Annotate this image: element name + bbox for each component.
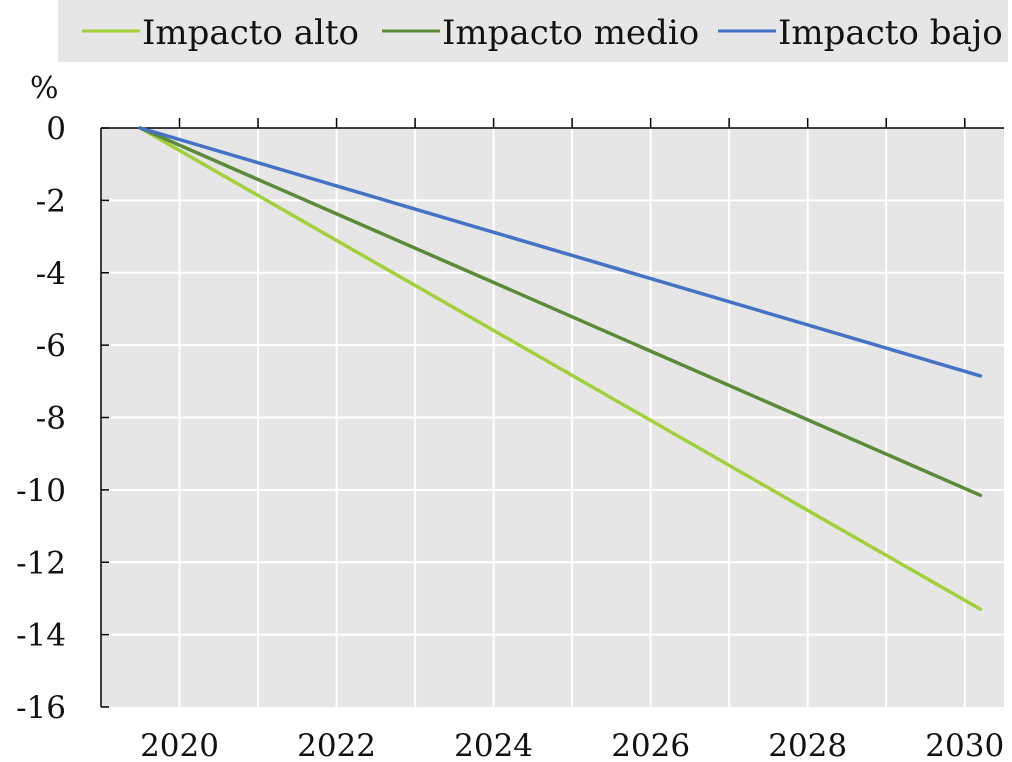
legend-label-3: Impacto bajo: [778, 13, 1003, 53]
x-tick-label: 2024: [454, 728, 533, 762]
y-tick-label: -8: [36, 401, 66, 437]
x-tick-label: 2022: [297, 728, 376, 762]
y-tick-label: -6: [36, 328, 66, 364]
x-tick-label: 2030: [925, 728, 1004, 762]
series-line-2: [138, 126, 983, 498]
series-lines: [138, 126, 983, 612]
legend-item-2: Impacto medio: [382, 13, 699, 53]
y-tick-label: 0: [46, 111, 66, 147]
x-tick-label: 2020: [140, 728, 219, 762]
series-line-1: [138, 126, 983, 612]
y-tick-label: -14: [16, 618, 66, 654]
y-tick-label: -4: [36, 256, 66, 292]
legend-label-2: Impacto medio: [442, 13, 699, 53]
series-line-3: [138, 126, 983, 378]
x-tick-label: 2026: [611, 728, 690, 762]
legend-label-1: Impacto alto: [142, 13, 359, 53]
tick-labels: 0 -2 -4 -6 -8 -10 -12 -14 -16 2020 2022 2024 2026 202…: [16, 111, 1004, 762]
y-tick-label: -10: [16, 473, 66, 509]
y-tick-label: -2: [36, 183, 66, 219]
x-tick-label: 2028: [768, 728, 847, 762]
tick-marks: [101, 118, 966, 708]
legend-item-1: Impacto alto: [82, 13, 359, 53]
y-tick-label: -12: [16, 545, 66, 581]
y-axis-label: %: [30, 71, 59, 106]
legend: Impacto alto Impacto medio Impacto bajo: [82, 13, 1003, 53]
legend-item-3: Impacto bajo: [718, 13, 1003, 53]
grid-lines: [101, 128, 1004, 707]
y-tick-label: -16: [16, 690, 66, 726]
legend-background: [58, 0, 1008, 62]
